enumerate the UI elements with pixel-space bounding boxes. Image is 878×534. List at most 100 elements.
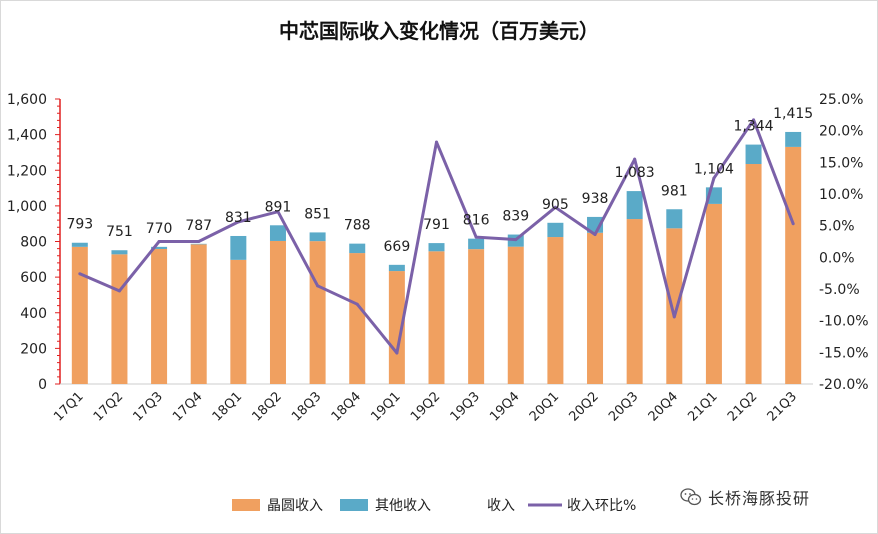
total-revenue-label: 751 <box>106 224 133 240</box>
x-category-label: 17Q1 <box>51 389 86 424</box>
left-tick-label: 1,000 <box>7 199 47 215</box>
right-tick-label: -20.0% <box>819 377 869 393</box>
qoq-growth-point <box>514 238 518 242</box>
x-category-label: 18Q4 <box>329 389 364 424</box>
qoq-growth-point <box>752 118 756 122</box>
legend-label-wafer: 晶圆收入 <box>267 498 323 514</box>
x-category-label: 18Q3 <box>289 389 324 424</box>
bar-other-revenue <box>626 191 643 220</box>
x-category-label: 18Q1 <box>210 389 245 424</box>
right-tick-label: 10.0% <box>819 187 863 203</box>
chart-title: 中芯国际收入变化情况（百万美元） <box>279 19 599 43</box>
left-tick-label: 1,200 <box>7 163 47 179</box>
x-category-label: 20Q4 <box>646 389 681 424</box>
left-tick-label: 1,400 <box>7 128 47 144</box>
total-revenue-label: 793 <box>66 217 93 233</box>
bar-other-revenue <box>190 243 207 245</box>
right-tick-label: -10.0% <box>819 314 869 330</box>
x-category-label: 19Q3 <box>448 389 483 424</box>
x-category-label: 20Q1 <box>527 389 562 424</box>
x-category-label: 20Q2 <box>566 389 601 424</box>
bar-other-revenue <box>111 250 128 255</box>
total-revenue-label: 891 <box>265 199 292 215</box>
left-tick-label: 200 <box>20 341 47 357</box>
qoq-growth-point <box>236 220 240 224</box>
bar-wafer-revenue <box>666 228 683 384</box>
total-revenue-label: 905 <box>542 197 569 213</box>
qoq-growth-point <box>712 176 716 180</box>
total-revenue-label: 1,083 <box>615 165 655 181</box>
total-revenue-label: 831 <box>225 210 252 226</box>
qoq-growth-point <box>633 157 637 161</box>
total-revenue-label: 1,415 <box>773 106 813 122</box>
left-tick-label: 400 <box>20 306 47 322</box>
left-tick-label: 600 <box>20 270 47 286</box>
right-tick-label: 15.0% <box>819 155 863 171</box>
total-revenue-label: 791 <box>423 217 450 233</box>
total-revenue-label: 788 <box>344 218 371 234</box>
qoq-growth-point <box>157 240 161 243</box>
left-tick-label: 800 <box>20 235 47 251</box>
right-tick-label: 5.0% <box>819 219 855 235</box>
bar-other-revenue <box>309 232 326 242</box>
qoq-growth-point <box>791 222 795 226</box>
total-revenue-label: 938 <box>582 191 609 207</box>
legend-label-qoq: 收入环比% <box>567 498 636 514</box>
x-category-label: 19Q1 <box>368 389 403 424</box>
right-tick-label: 25.0% <box>819 92 863 108</box>
bar-other-revenue <box>388 264 405 272</box>
bar-wafer-revenue <box>388 271 405 384</box>
bar-other-revenue <box>269 225 286 241</box>
x-category-label: 19Q2 <box>408 389 443 424</box>
x-category-label: 21Q1 <box>685 389 720 424</box>
bar-wafer-revenue <box>111 254 128 384</box>
bar-other-revenue <box>785 131 802 147</box>
watermark-brand-label: 长桥海豚投研 <box>708 489 811 508</box>
bar-wafer-revenue <box>785 146 802 384</box>
right-tick-label: -15.0% <box>819 345 869 361</box>
qoq-growth-point <box>672 315 676 319</box>
total-revenue-label: 1,104 <box>694 161 734 177</box>
bar-other-revenue <box>547 222 564 238</box>
bar-other-revenue <box>468 238 485 250</box>
bar-wafer-revenue <box>71 246 88 384</box>
bar-wafer-revenue <box>230 259 247 384</box>
bar-wafer-revenue <box>587 232 604 384</box>
qoq-growth-point <box>78 272 82 276</box>
qoq-growth-point <box>593 233 597 237</box>
bar-wafer-revenue <box>547 237 564 384</box>
qoq-growth-point <box>117 289 121 293</box>
right-tick-label: -5.0% <box>819 282 860 298</box>
x-category-label: 20Q3 <box>606 389 641 424</box>
bar-other-revenue <box>349 243 366 254</box>
x-category-label: 17Q4 <box>170 389 205 424</box>
qoq-growth-point <box>276 210 280 214</box>
bar-wafer-revenue <box>151 248 168 384</box>
total-revenue-label: 1,344 <box>734 119 774 135</box>
total-revenue-label: 981 <box>661 183 688 199</box>
qoq-growth-point <box>553 205 557 209</box>
x-category-label: 18Q2 <box>249 389 284 424</box>
bar-wafer-revenue <box>428 251 445 384</box>
x-category-label: 21Q3 <box>765 389 800 424</box>
total-revenue-label: 816 <box>463 213 490 229</box>
right-tick-label: 20.0% <box>819 124 863 140</box>
qoq-growth-point <box>474 235 478 239</box>
legend-label-other: 其他收入 <box>375 498 431 514</box>
total-revenue-label: 770 <box>146 221 173 237</box>
watermark-brand: 长桥海豚投研 <box>680 486 810 508</box>
x-category-label: 19Q4 <box>487 389 522 424</box>
bar-other-revenue <box>428 243 445 252</box>
qoq-growth-point <box>197 240 201 243</box>
wechat-icon <box>680 488 702 506</box>
qoq-growth-point <box>355 302 359 306</box>
bar-wafer-revenue <box>309 241 326 384</box>
qoq-growth-point <box>435 140 438 144</box>
bar-other-revenue <box>745 144 762 165</box>
bar-other-revenue <box>666 209 683 229</box>
bar-other-revenue <box>151 246 168 249</box>
qoq-growth-point <box>395 351 399 355</box>
bar-other-revenue <box>71 242 88 247</box>
bar-wafer-revenue <box>705 203 722 384</box>
